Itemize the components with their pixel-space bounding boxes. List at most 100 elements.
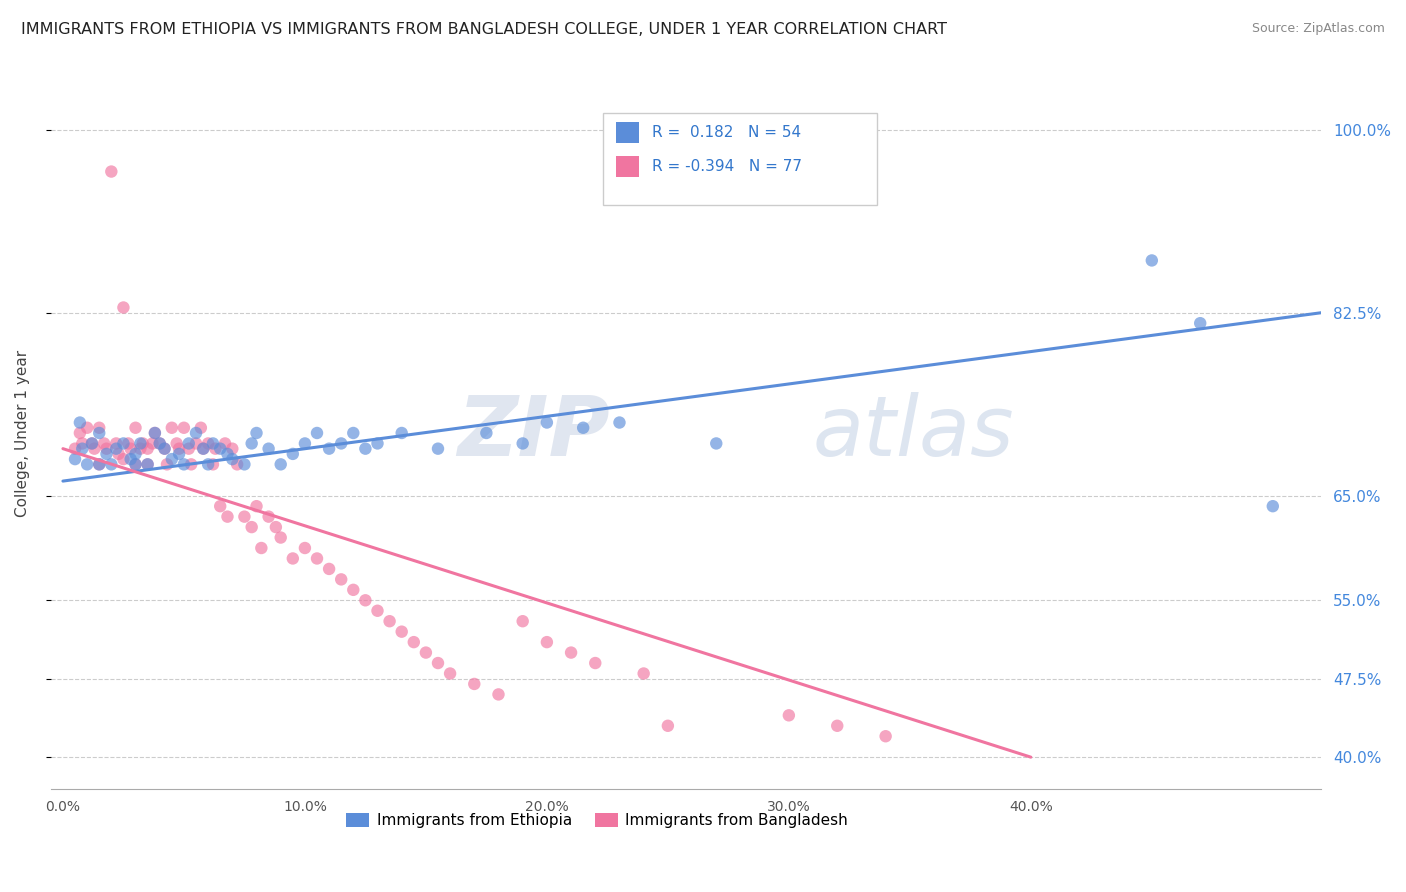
Point [217, 509, 239, 524]
Point [366, 604, 388, 618]
Point [294, 541, 316, 555]
Y-axis label: College, Under 1 year: College, Under 1 year [15, 350, 30, 516]
Point [378, 614, 401, 628]
Point [201, 458, 224, 472]
FancyBboxPatch shape [603, 113, 876, 205]
Point [318, 442, 340, 456]
Point [100, 164, 122, 178]
Point [72, 436, 94, 450]
Point [100, 458, 122, 472]
Point [512, 436, 534, 450]
Point [391, 624, 413, 639]
Point [270, 458, 292, 472]
Point [63, 452, 86, 467]
Point [76, 458, 98, 472]
Text: ZIP: ZIP [457, 392, 610, 474]
Point [156, 458, 179, 472]
Point [209, 499, 232, 513]
Point [143, 425, 166, 440]
Point [143, 425, 166, 440]
FancyBboxPatch shape [616, 121, 638, 143]
Point [112, 301, 135, 315]
Point [69, 416, 91, 430]
Point [96, 442, 118, 456]
FancyBboxPatch shape [616, 156, 638, 177]
Point [281, 551, 304, 566]
Point [318, 562, 340, 576]
Point [93, 436, 115, 450]
Point [226, 458, 249, 472]
Point [129, 436, 152, 450]
Point [221, 452, 243, 467]
Point [80, 436, 103, 450]
Point [439, 666, 461, 681]
Point [415, 646, 437, 660]
Point [536, 416, 558, 430]
Point [233, 458, 256, 472]
Point [704, 436, 727, 450]
Point [124, 458, 146, 472]
Point [105, 442, 128, 456]
Point [136, 458, 159, 472]
Point [166, 436, 188, 450]
Point [201, 436, 224, 450]
Point [427, 442, 450, 456]
Point [245, 499, 267, 513]
Point [80, 436, 103, 450]
Text: Source: ZipAtlas.com: Source: ZipAtlas.com [1251, 22, 1385, 36]
Point [583, 656, 606, 670]
Point [190, 421, 212, 435]
Point [427, 656, 450, 670]
Point [124, 447, 146, 461]
Text: R =  0.182   N = 54: R = 0.182 N = 54 [652, 125, 801, 140]
Point [354, 593, 377, 607]
Point [160, 421, 183, 435]
Point [204, 442, 226, 456]
Point [112, 436, 135, 450]
Point [96, 447, 118, 461]
Point [89, 458, 111, 472]
Point [657, 719, 679, 733]
Point [193, 442, 215, 456]
Point [221, 442, 243, 456]
Point [173, 458, 195, 472]
Point [69, 425, 91, 440]
Point [173, 421, 195, 435]
Point [875, 729, 897, 743]
Point [294, 436, 316, 450]
Point [141, 436, 163, 450]
Point [217, 447, 239, 461]
Point [233, 509, 256, 524]
Point [330, 573, 353, 587]
Point [197, 436, 219, 450]
Point [572, 421, 595, 435]
Text: IMMIGRANTS FROM ETHIOPIA VS IMMIGRANTS FROM BANGLADESH COLLEGE, UNDER 1 YEAR COR: IMMIGRANTS FROM ETHIOPIA VS IMMIGRANTS F… [21, 22, 948, 37]
Point [214, 436, 236, 450]
Point [124, 458, 146, 472]
Legend: Immigrants from Ethiopia, Immigrants from Bangladesh: Immigrants from Ethiopia, Immigrants fro… [340, 807, 855, 834]
Point [342, 425, 364, 440]
Point [257, 509, 280, 524]
Text: R = -0.394   N = 77: R = -0.394 N = 77 [652, 159, 801, 174]
Point [1261, 499, 1284, 513]
Point [250, 541, 273, 555]
Point [209, 442, 232, 456]
Point [180, 458, 202, 472]
Point [89, 458, 111, 472]
Point [193, 442, 215, 456]
Point [177, 442, 200, 456]
Point [825, 719, 848, 733]
Point [132, 436, 155, 450]
Point [153, 442, 176, 456]
Point [778, 708, 800, 723]
Point [257, 442, 280, 456]
Point [488, 687, 510, 701]
Point [124, 421, 146, 435]
Point [270, 531, 292, 545]
Point [149, 436, 172, 450]
Point [281, 447, 304, 461]
Point [391, 425, 413, 440]
Point [1189, 316, 1212, 330]
Point [1140, 253, 1163, 268]
Point [117, 436, 139, 450]
